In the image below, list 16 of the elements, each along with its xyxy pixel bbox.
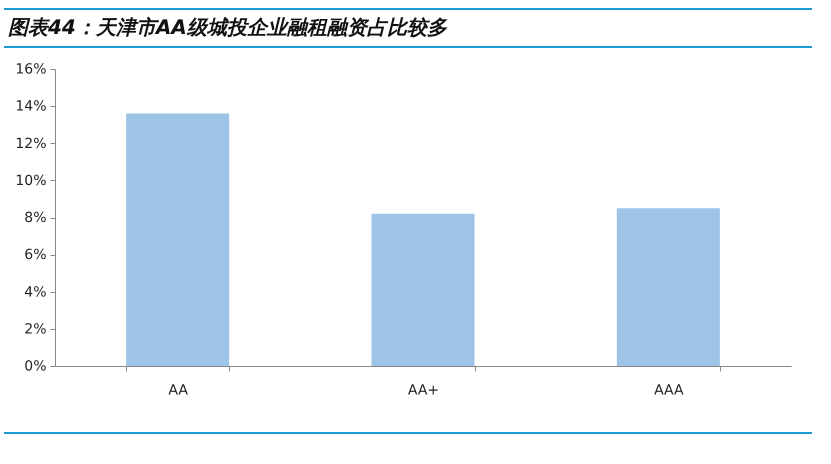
y-tick-label: 4% [24, 284, 46, 300]
x-tick-label: AA+ [408, 382, 440, 398]
y-tick-label: 0% [24, 358, 46, 374]
y-tick-label: 2% [24, 321, 46, 338]
y-tick-label: 6% [24, 247, 46, 264]
bar [616, 208, 720, 366]
y-tick-label: 10% [15, 172, 46, 189]
y-tick-label: 16% [15, 62, 46, 78]
bar [371, 214, 475, 366]
x-tick-label: AA [168, 382, 188, 398]
bar [126, 114, 230, 366]
x-tick-label: AAA [654, 382, 684, 398]
y-tick-label: 14% [15, 98, 46, 115]
y-tick-label: 8% [24, 210, 46, 226]
chart-title: 图表44：天津市AA级城投企业融租融资占比较多 [8, 14, 447, 41]
y-tick-label: 12% [15, 136, 46, 152]
